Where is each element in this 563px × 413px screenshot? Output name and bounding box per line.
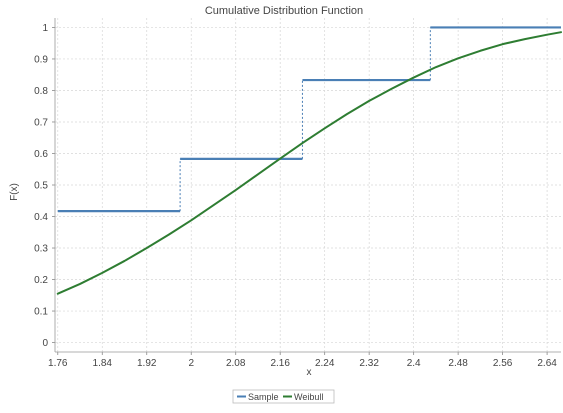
y-tick-label: 0.5 — [34, 181, 48, 192]
x-tick-label: 2.48 — [448, 358, 468, 369]
x-tick-label: 1.92 — [137, 358, 157, 369]
axes — [52, 18, 561, 355]
x-tick-labels: 1.76 1.84 1.92 2 2.08 2.16 2.24 2.32 2.4 2.48 2.56… — [48, 358, 557, 369]
y-tick-label: 0.6 — [34, 149, 48, 160]
legend-label-sample: Sample — [248, 392, 279, 402]
series-weibull-line — [56, 31, 562, 295]
legend: Sample Weibull — [232, 389, 335, 404]
x-tick-label: 2.4 — [407, 358, 421, 369]
y-tick-label: 0 — [42, 338, 48, 349]
chart-title: Cumulative Distribution Function — [205, 5, 363, 17]
x-tick-label: 2.56 — [493, 358, 513, 369]
y-tick-label: 0.7 — [34, 117, 48, 128]
x-tick-label: 1.84 — [93, 358, 113, 369]
x-tick-label: 2.08 — [226, 358, 246, 369]
y-tick-labels: 0 0.1 0.2 0.3 0.4 0.5 0.6 0.7 0.8 0.9 1 — [34, 23, 48, 349]
legend-label-weibull: Weibull — [294, 392, 323, 402]
y-tick-label: 1 — [42, 23, 48, 34]
y-tick-label: 0.3 — [34, 244, 48, 255]
y-tick-label: 0.8 — [34, 86, 48, 97]
x-tick-label: 1.76 — [48, 358, 68, 369]
x-tick-label: 2 — [188, 358, 194, 369]
y-tick-label: 0.2 — [34, 275, 48, 286]
x-axis-title: x — [307, 367, 312, 378]
y-axis-title: F(x) — [9, 183, 20, 201]
y-tick-label: 0.9 — [34, 54, 48, 65]
series — [56, 26, 562, 295]
y-tick-label: 0.1 — [34, 307, 48, 318]
x-tick-label: 2.16 — [270, 358, 290, 369]
y-tick-label: 0.4 — [34, 212, 48, 223]
x-tick-label: 2.64 — [537, 358, 557, 369]
x-tick-label: 2.32 — [359, 358, 379, 369]
x-tick-label: 2.24 — [315, 358, 335, 369]
